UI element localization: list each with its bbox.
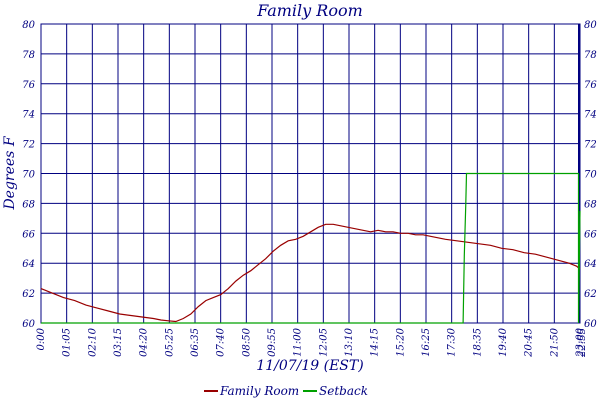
y-tick-label-right: 68 (584, 199, 597, 210)
y-tick-label-right: 70 (584, 170, 597, 181)
series-layer (40, 172, 581, 324)
y-tick-label-right: 72 (584, 140, 597, 151)
x-tick-label: 15:20 (395, 327, 406, 356)
y-tick-label-right: 78 (584, 50, 597, 61)
y-axis-left: 60 62 64 66 68 70 72 74 76 78 80 (22, 20, 35, 330)
x-tick-label: 01:05 (62, 328, 73, 357)
x-tick-label: 0:00 (36, 327, 47, 350)
x-tick-label: 16:25 (421, 328, 432, 357)
x-tick-label: 20:45 (524, 328, 535, 358)
x-tick-label: 14:15 (370, 328, 381, 357)
y-tick-label-right: 76 (584, 80, 597, 91)
x-tick-label: 19:40 (498, 327, 509, 356)
y-tick-label-right: 66 (584, 229, 597, 240)
series-line-family-room (40, 223, 581, 323)
y-tick-label: 74 (22, 110, 35, 121)
y-tick-label-right: 74 (584, 110, 597, 121)
x-tick-label: 03:15 (113, 328, 124, 357)
x-tick-label: 07:40 (216, 327, 227, 356)
y-tick-label: 64 (22, 259, 35, 270)
legend: Family Room Setback (204, 384, 368, 398)
y-tick-label: 72 (22, 140, 35, 151)
legend-label-setback: Setback (319, 384, 368, 398)
y-tick-label-right: 64 (584, 259, 597, 270)
x-tick-label: 06:35 (190, 328, 201, 357)
x-tick-label: 22:55 (577, 328, 588, 358)
y-tick-label-right: 62 (584, 289, 597, 300)
x-tick-label: 02:10 (87, 327, 98, 356)
x-tick-label: 05:25 (164, 328, 175, 357)
x-tick-label: 21:50 (549, 327, 560, 357)
x-tick-label: 08:50 (241, 327, 252, 356)
chart-title: Family Room (256, 1, 363, 20)
y-tick-label: 60 (22, 319, 35, 330)
y-tick-label: 62 (22, 289, 35, 300)
y-tick-label: 80 (22, 20, 35, 31)
y-axis-right: 60 62 64 66 68 70 72 74 76 78 80 (584, 20, 597, 330)
y-tick-label: 70 (22, 170, 35, 181)
x-axis-label: 11/07/19 (EST) (256, 358, 363, 374)
y-tick-label: 78 (22, 50, 35, 61)
x-tick-label: 12:05 (318, 328, 329, 357)
y-tick-label: 68 (22, 199, 35, 210)
series-line-setback (41, 172, 581, 324)
x-axis: 0:00 01:05 02:10 03:15 04:20 05:25 06:35 07:40 0… (36, 327, 588, 357)
x-tick-label: 04:20 (139, 327, 150, 356)
x-tick-label: 23:00 (575, 327, 586, 357)
y-axis-label: Degrees F (2, 135, 18, 210)
x-tick-label: 11:00 (293, 327, 304, 356)
y-tick-label-right: 60 (584, 319, 597, 330)
y-tick-label: 76 (22, 80, 35, 91)
y-tick-label-right: 80 (584, 20, 597, 31)
x-tick-label: 17:30 (447, 327, 458, 356)
x-tick-label: 13:10 (344, 327, 355, 356)
y-tick-label: 66 (22, 229, 35, 240)
x-tick-label: 09:55 (267, 328, 278, 357)
legend-label-family-room: Family Room (219, 384, 299, 398)
x-tick-label: 18:35 (472, 328, 483, 357)
